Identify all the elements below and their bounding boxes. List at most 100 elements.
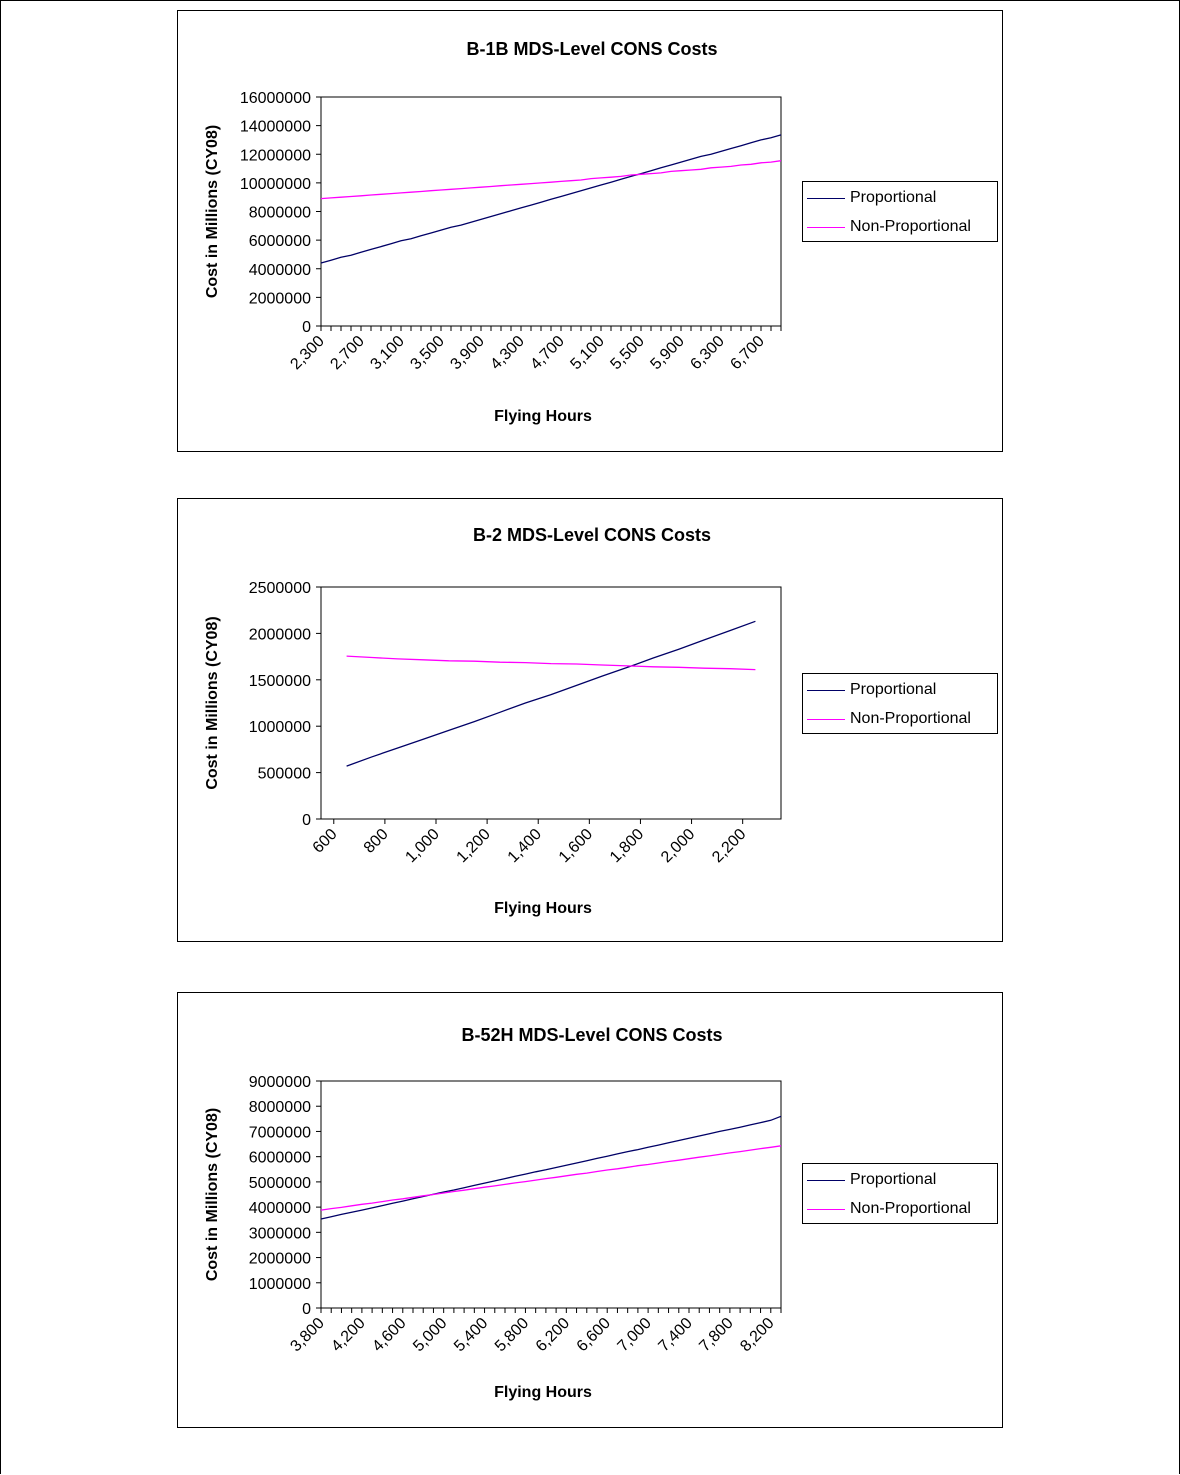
y-tick-label: 500000 bbox=[258, 766, 311, 783]
y-tick-label: 2000000 bbox=[249, 1251, 311, 1268]
x-tick-label: 5,400 bbox=[451, 1315, 491, 1355]
x-tick-label: 3,500 bbox=[407, 333, 447, 373]
legend-label-proportional: Proportional bbox=[850, 681, 937, 698]
legend-label-non-proportional: Non-Proportional bbox=[850, 710, 971, 727]
y-tick-label: 0 bbox=[302, 319, 311, 336]
series-line-proportional bbox=[320, 134, 782, 264]
series-line-non-proportional bbox=[346, 655, 756, 671]
chart-b1b-plot: B-1B MDS-Level CONS Costs 0 2000000 4000000… bbox=[204, 39, 782, 425]
y-tick-label: 5000000 bbox=[249, 1175, 311, 1192]
x-tick-label: 6,200 bbox=[533, 1315, 573, 1355]
x-tick-label: 7,800 bbox=[696, 1315, 736, 1355]
legend-item-non-proportional: Non-Proportional bbox=[803, 709, 997, 729]
chart-title: B-2 MDS-Level CONS Costs bbox=[473, 525, 711, 545]
legend-swatch-non-proportional bbox=[807, 227, 845, 228]
legend-item-proportional: Proportional bbox=[803, 1170, 997, 1190]
x-tick-label: 5,100 bbox=[567, 333, 607, 373]
x-tick-label: 4,200 bbox=[328, 1315, 368, 1355]
x-tick-label: 4,600 bbox=[369, 1315, 409, 1355]
y-tick-label: 4000000 bbox=[249, 262, 311, 279]
legend-swatch-proportional bbox=[807, 1180, 845, 1181]
y-axis-title: Cost in Millions (CY08) bbox=[204, 1108, 221, 1281]
x-axis-title: Flying Hours bbox=[494, 408, 592, 425]
legend-swatch-non-proportional bbox=[807, 719, 845, 720]
y-tick-label: 10000000 bbox=[240, 176, 311, 193]
x-tick-label: 3,800 bbox=[287, 1315, 327, 1355]
legend-label-non-proportional: Non-Proportional bbox=[850, 218, 971, 235]
x-tick-label: 2,300 bbox=[287, 333, 327, 373]
y-tick-label: 3000000 bbox=[249, 1225, 311, 1242]
chart-b1b: B-1B MDS-Level CONS Costs 0 2000000 4000000… bbox=[177, 10, 1003, 452]
y-tick-label: 6000000 bbox=[249, 1150, 311, 1167]
x-tick-label: 5,900 bbox=[647, 333, 687, 373]
y-tick-label: 9000000 bbox=[249, 1074, 311, 1091]
x-tick-label: 3,900 bbox=[447, 333, 487, 373]
x-tick-label: 1,200 bbox=[454, 826, 494, 866]
chart-title: B-52H MDS-Level CONS Costs bbox=[461, 1025, 722, 1045]
x-tick-label: 3,100 bbox=[367, 333, 407, 373]
chart-b2-plot: B-2 MDS-Level CONS Costs 0 500000 1000000 15… bbox=[204, 525, 782, 917]
y-tick-label: 2500000 bbox=[249, 580, 311, 597]
x-tick-label: 5,800 bbox=[492, 1315, 532, 1355]
legend-swatch-proportional bbox=[807, 690, 845, 691]
series-line-non-proportional bbox=[320, 1145, 782, 1211]
legend-label-proportional: Proportional bbox=[850, 1171, 937, 1188]
x-tick-label: 6,600 bbox=[574, 1315, 614, 1355]
x-tick-label: 1,600 bbox=[556, 826, 596, 866]
y-tick-label: 0 bbox=[302, 812, 311, 829]
legend-swatch-non-proportional bbox=[807, 1209, 845, 1210]
plot-area bbox=[320, 586, 782, 820]
x-tick-label: 6,700 bbox=[727, 333, 767, 373]
legend-label-non-proportional: Non-Proportional bbox=[850, 1200, 971, 1217]
y-tick-label: 8000000 bbox=[249, 205, 311, 222]
x-axis-title: Flying Hours bbox=[494, 900, 592, 917]
x-tick-label: 7,000 bbox=[615, 1315, 655, 1355]
series-line-proportional bbox=[346, 620, 756, 767]
x-tick-label: 5,500 bbox=[607, 333, 647, 373]
x-tick-label: 4,700 bbox=[527, 333, 567, 373]
legend: Proportional Non-Proportional bbox=[802, 1163, 998, 1224]
x-tick-label: 800 bbox=[361, 826, 392, 857]
y-tick-label: 0 bbox=[302, 1301, 311, 1318]
chart-b52h-plot: B-52H MDS-Level CONS Costs 0 1000000 200000… bbox=[204, 1025, 782, 1401]
legend: Proportional Non-Proportional bbox=[802, 181, 998, 242]
y-tick-label: 14000000 bbox=[240, 119, 311, 136]
x-tick-label: 2,700 bbox=[327, 333, 367, 373]
legend-swatch-proportional bbox=[807, 198, 845, 199]
x-tick-label: 4,300 bbox=[487, 333, 527, 373]
chart-title: B-1B MDS-Level CONS Costs bbox=[466, 39, 717, 59]
chart-b52h: B-52H MDS-Level CONS Costs 0 1000000 200000… bbox=[177, 992, 1003, 1428]
y-tick-label: 6000000 bbox=[249, 233, 311, 250]
series-line-proportional bbox=[320, 1115, 782, 1220]
plot-area bbox=[320, 96, 782, 327]
x-tick-label: 1,800 bbox=[607, 826, 647, 866]
x-axis-title: Flying Hours bbox=[494, 1384, 592, 1401]
x-tick-label: 8,200 bbox=[737, 1315, 777, 1355]
legend-item-non-proportional: Non-Proportional bbox=[803, 1199, 997, 1219]
y-tick-label: 2000000 bbox=[249, 626, 311, 643]
x-tick-label: 2,200 bbox=[709, 826, 749, 866]
legend-item-proportional: Proportional bbox=[803, 680, 997, 700]
y-tick-label: 1500000 bbox=[249, 673, 311, 690]
x-tick-label: 1,400 bbox=[505, 826, 545, 866]
y-axis-title: Cost in Millions (CY08) bbox=[204, 125, 221, 298]
x-tick-label: 600 bbox=[310, 826, 341, 857]
legend-item-proportional: Proportional bbox=[803, 188, 997, 208]
chart-b2: B-2 MDS-Level CONS Costs 0 500000 1000000 15… bbox=[177, 498, 1003, 942]
y-tick-label: 1000000 bbox=[249, 719, 311, 736]
y-tick-label: 7000000 bbox=[249, 1124, 311, 1141]
plot-area bbox=[320, 1080, 782, 1309]
x-tick-label: 6,300 bbox=[687, 333, 727, 373]
y-tick-label: 4000000 bbox=[249, 1200, 311, 1217]
y-tick-label: 12000000 bbox=[240, 147, 311, 164]
x-tick-label: 5,000 bbox=[410, 1315, 450, 1355]
legend: Proportional Non-Proportional bbox=[802, 673, 998, 734]
y-axis-title: Cost in Millions (CY08) bbox=[204, 616, 221, 789]
x-tick-label: 2,000 bbox=[658, 826, 698, 866]
legend-item-non-proportional: Non-Proportional bbox=[803, 217, 997, 237]
x-tick-label: 1,000 bbox=[402, 826, 442, 866]
x-tick-label: 7,400 bbox=[655, 1315, 695, 1355]
y-tick-label: 1000000 bbox=[249, 1276, 311, 1293]
y-tick-label: 16000000 bbox=[240, 90, 311, 107]
y-tick-label: 2000000 bbox=[249, 290, 311, 307]
